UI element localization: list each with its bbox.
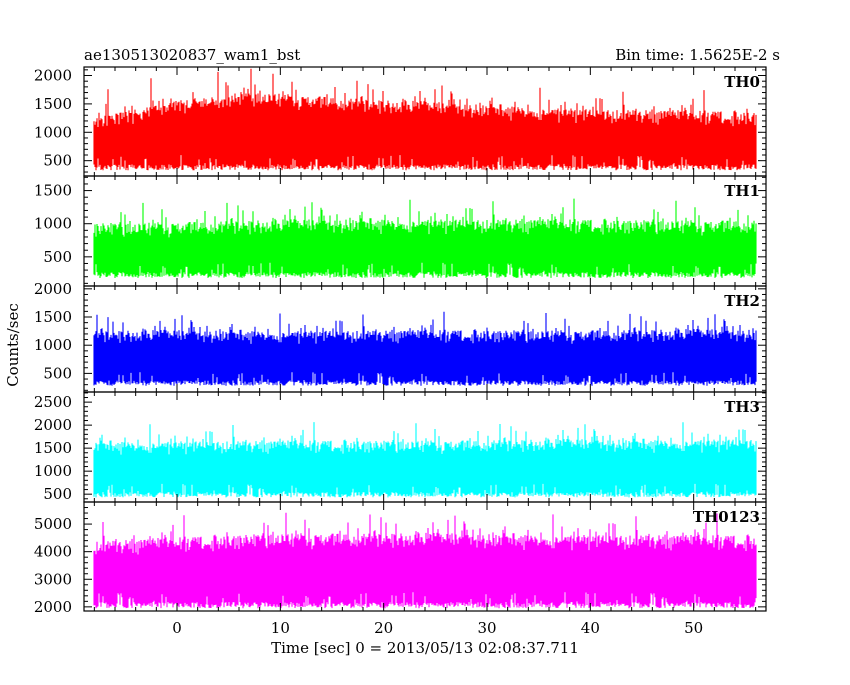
chart-title: ae130513020837_wam1_bst — [84, 46, 300, 64]
y-tick-label: 1000 — [34, 123, 72, 141]
y-axis-title: Counts/sec — [4, 303, 22, 387]
panel-label: TH0 — [724, 73, 760, 91]
x-axis-title: Time [sec] 0 = 2013/05/13 02:08:37.711 — [271, 639, 579, 657]
y-tick-label: 1500 — [34, 439, 72, 457]
y-tick-label: 4000 — [34, 543, 72, 561]
panel-th3: 500 1000 1500 2000 2500 TH3 — [34, 391, 767, 503]
x-tick-label: 10 — [271, 619, 290, 637]
y-tick-label: 1500 — [34, 308, 72, 326]
y-tick-label: 1000 — [34, 462, 72, 480]
x-tick-label: 30 — [477, 619, 496, 637]
y-tick-label: 2500 — [34, 393, 72, 411]
y-tick-label: 5000 — [34, 515, 72, 533]
x-tick-label: 0 — [172, 619, 182, 637]
series-th2 — [93, 311, 757, 386]
y-tick-label: 2000 — [34, 416, 72, 434]
panel-th1: 500 1000 1500 TH1 — [34, 175, 767, 287]
y-tick-label: 1500 — [34, 182, 72, 200]
panel-th0123: 2000 3000 4000 5000 TH0123 — [34, 501, 767, 616]
panel-label: TH1 — [724, 182, 760, 200]
y-tick-label: 3000 — [34, 570, 72, 588]
panel-label: TH2 — [724, 292, 760, 310]
y-tick-label: 2000 — [34, 598, 72, 616]
chart-subtitle: Bin time: 1.5625E-2 s — [615, 46, 780, 64]
y-tick-label: 500 — [43, 485, 72, 503]
y-tick-label: 500 — [43, 248, 72, 266]
panel-label: TH0123 — [693, 508, 760, 526]
panel-label: TH3 — [724, 398, 760, 416]
panel-th0: 500 1000 1500 2000 TH0 — [34, 66, 767, 177]
y-tick-label: 1500 — [34, 95, 72, 113]
y-tick-label: 500 — [43, 152, 72, 170]
x-tick-label: 40 — [581, 619, 600, 637]
y-tick-label: 2000 — [34, 280, 72, 298]
y-tick-label: 2000 — [34, 67, 72, 85]
y-tick-label: 500 — [43, 364, 72, 382]
x-tick-label: 20 — [374, 619, 393, 637]
panel-th2: 500 1000 1500 2000 TH2 — [34, 280, 767, 393]
series-th0123 — [93, 512, 757, 609]
series-th3 — [93, 422, 757, 498]
y-tick-label: 1000 — [34, 215, 72, 233]
y-tick-label: 1000 — [34, 336, 72, 354]
series-th1 — [93, 198, 757, 278]
series-th0 — [93, 68, 757, 171]
x-tick-label: 50 — [684, 619, 703, 637]
